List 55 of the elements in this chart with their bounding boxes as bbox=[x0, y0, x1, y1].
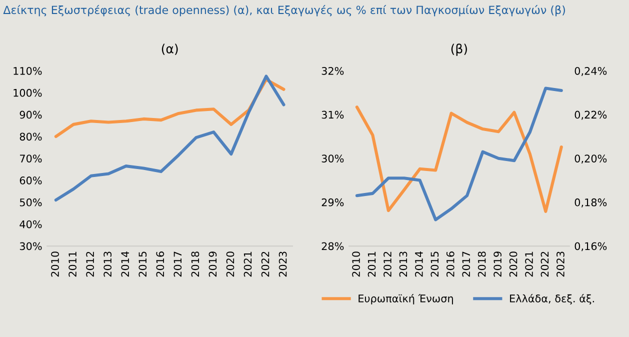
y-tick-label: 30% bbox=[20, 242, 42, 250]
y2-tick-label: 0,16% bbox=[574, 242, 607, 252]
y2-tick-label: 0,20% bbox=[574, 154, 607, 164]
x-tick-label: 2014 bbox=[121, 251, 130, 277]
x-tick-label: 2010 bbox=[51, 252, 59, 277]
y2-tick-label: 0,22% bbox=[574, 110, 607, 120]
x-tick-label: 2016 bbox=[156, 252, 164, 277]
y-tick-label: 29% bbox=[322, 198, 344, 206]
x-tick-label: 2023 bbox=[556, 252, 564, 277]
x-tick-label: 2011 bbox=[368, 252, 376, 277]
x-tick-label: 2023 bbox=[278, 252, 287, 277]
x-tick-label: 2017 bbox=[462, 252, 470, 277]
legend-label: Ευρωπαϊκή Ένωση bbox=[358, 294, 453, 304]
y-tick-label: 30% bbox=[322, 154, 344, 162]
y-tick-label: 100% bbox=[14, 88, 42, 97]
x-tick-label: 2015 bbox=[430, 252, 439, 277]
x-tick-label: 2022 bbox=[540, 252, 549, 277]
line-series bbox=[355, 86, 563, 222]
x-tick-label: 2012 bbox=[384, 252, 392, 277]
x-tick-label: 2021 bbox=[244, 252, 252, 277]
x-tick-label: 2015 bbox=[138, 252, 147, 277]
y-tick-label: 40% bbox=[20, 220, 42, 228]
y-tick-label: 70% bbox=[20, 154, 42, 162]
x-tick-label: 2017 bbox=[174, 252, 182, 277]
chart-title: Δείκτης Εξωστρέφειας (trade openness) (α), και Εξαγωγές ως % επί των Παγκοσμίων Εξαγωγών (β) bbox=[3, 5, 565, 16]
x-tick-label: 2014 bbox=[415, 251, 423, 277]
x-tick-label: 2021 bbox=[525, 252, 533, 277]
y-tick-label: 90% bbox=[20, 110, 42, 119]
y-tick-label: 50% bbox=[20, 198, 42, 206]
x-tick-label: 2013 bbox=[399, 252, 408, 277]
chart-subtitle: (α) bbox=[162, 44, 178, 55]
line-series bbox=[54, 74, 286, 202]
y-tick-label: 31% bbox=[322, 110, 344, 119]
legend-label: Ελλάδα, δεξ. άξ. bbox=[510, 294, 594, 304]
x-tick-label: 2022 bbox=[261, 252, 270, 277]
x-tick-label: 2013 bbox=[104, 252, 112, 277]
x-tick-label: 2011 bbox=[68, 252, 76, 277]
y-tick-label: 32% bbox=[322, 66, 344, 75]
line-series bbox=[355, 106, 563, 213]
chart-subtitle: (β) bbox=[451, 44, 467, 56]
x-tick-label: 2012 bbox=[86, 252, 94, 277]
x-tick-label: 2018 bbox=[478, 252, 486, 277]
y-tick-label: 80% bbox=[20, 132, 42, 141]
y-tick-label: 28% bbox=[322, 242, 344, 250]
y-tick-label: 60% bbox=[20, 176, 42, 184]
x-tick-label: 2018 bbox=[191, 252, 200, 277]
x-tick-label: 2020 bbox=[509, 252, 518, 277]
x-tick-label: 2010 bbox=[352, 252, 360, 277]
x-tick-label: 2019 bbox=[494, 252, 502, 277]
x-tick-label: 2016 bbox=[446, 252, 454, 277]
y2-tick-label: 0,18% bbox=[574, 198, 607, 208]
x-tick-label: 2020 bbox=[226, 252, 234, 277]
y2-tick-label: 0,24% bbox=[574, 66, 607, 76]
y-tick-label: 110% bbox=[14, 66, 42, 75]
x-tick-label: 2019 bbox=[208, 252, 217, 277]
